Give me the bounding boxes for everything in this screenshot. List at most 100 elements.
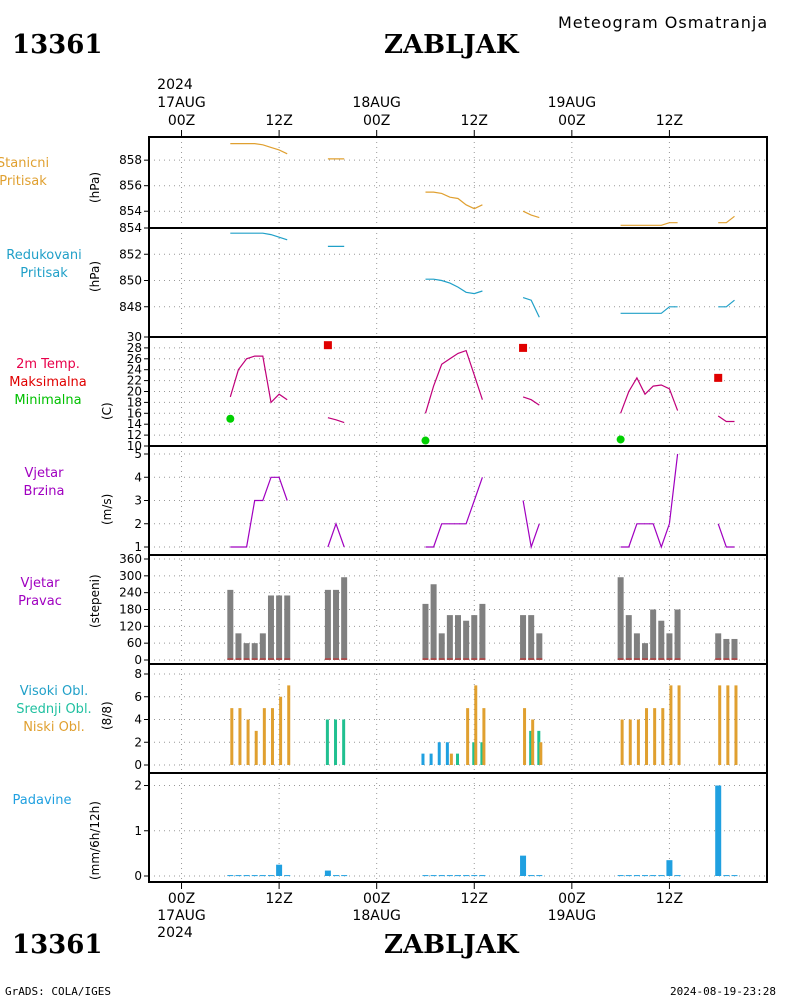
panel7-label: Padavine	[0, 792, 92, 810]
panel6-series-2-bar-9	[466, 708, 470, 765]
panel6-series-2-bar-20	[661, 708, 665, 765]
panel1-series-2	[425, 191, 483, 210]
panel5-bar-21	[536, 633, 543, 660]
panel3-max-marker-2	[714, 373, 723, 382]
panel7-bar-23	[625, 875, 632, 877]
panel3-ytick-label-5: 20	[127, 385, 142, 399]
top-hour-label-3: 12Z	[460, 113, 488, 129]
panel6-series-0-bar-2	[437, 742, 441, 765]
panel6-series-0-bar-0	[421, 753, 425, 765]
panel5-bar-17	[471, 615, 478, 660]
panel7-bar-25	[642, 875, 649, 877]
panel4-series-0	[230, 476, 288, 548]
panel7-bar-20	[528, 875, 535, 877]
station-name: ZABLJAK	[384, 30, 519, 60]
panel3-label-line3: Minimalna	[14, 393, 82, 408]
panel5-bar-20	[528, 615, 535, 660]
panel2-ytick-label-2: 852	[119, 247, 142, 261]
panel3-series-5	[717, 415, 735, 423]
panel5-bar-24	[633, 633, 640, 660]
panel6-series-2-bar-14	[539, 742, 543, 765]
footer-timestamp: 2024-08-19-23:28	[670, 985, 776, 998]
panel4-ytick-label-1: 2	[134, 517, 142, 531]
panel2-ytick-label-0: 848	[119, 300, 142, 314]
panel3-ytick-label-4: 18	[127, 395, 142, 409]
panel7-bar-27	[658, 875, 665, 877]
panel6-series-1-bar-1	[334, 719, 338, 765]
bottom-hour-label-5: 12Z	[655, 891, 684, 907]
top-hour-label-4: 00Z	[558, 113, 586, 129]
panel7-bar-31	[723, 875, 730, 877]
panel6-ytick-label-2: 4	[134, 713, 142, 727]
panel7-bar-19	[520, 855, 527, 876]
panel5-bar-13	[438, 633, 445, 660]
panel6-series-2-bar-8	[449, 753, 453, 765]
panel6-series-2-bar-19	[653, 708, 657, 765]
station-name-bottom: ZABLJAK	[384, 930, 519, 960]
panel1-frame	[148, 136, 768, 229]
panel7-bar-24	[633, 875, 640, 877]
bottom-hour-label-2: 00Z	[362, 891, 391, 907]
panel5-bar-14	[446, 615, 453, 660]
panel6-label-line3: Niski Obl.	[23, 720, 85, 735]
bottom-date-label-4: 19AUG	[547, 908, 597, 924]
panel7-label-line1: Padavine	[12, 793, 72, 808]
panel5-label: Vjetar Pravac	[0, 575, 90, 611]
panel6-ytick-label-4: 8	[134, 667, 142, 681]
panel3-ytick-label-1: 12	[127, 428, 142, 442]
panel5-ytick-label-5: 300	[119, 569, 142, 583]
panel3-min-marker-2	[616, 435, 625, 444]
panel7-bar-1	[235, 875, 242, 877]
panel1-ytick-label-1: 856	[119, 179, 142, 193]
panel6-series-2-bar-13	[531, 719, 535, 765]
panel7-bar-16	[463, 875, 470, 877]
panel5-label-line1: Vjetar	[20, 576, 60, 591]
panel3-ytick-label-9: 28	[127, 341, 142, 355]
panel4-label-line1: Vjetar	[24, 466, 64, 481]
panel5-ytick-label-2: 120	[119, 619, 142, 633]
bottom-date-label-2: 18AUG	[352, 908, 401, 924]
panel1-label-line2: Pritisak	[0, 174, 47, 189]
panel7-frame	[148, 772, 768, 883]
panel2-label: Redukovani Pritisak	[0, 247, 94, 283]
panel2-ytick-label-1: 850	[119, 274, 142, 288]
panel7-bar-29	[674, 875, 681, 877]
panel6-series-0-bar-1	[429, 753, 433, 765]
panel3-ytick-label-7: 24	[127, 363, 142, 377]
panel6-series-1-bar-3	[456, 753, 459, 765]
bottom-hour-label-4: 00Z	[558, 891, 586, 907]
panel5-ytick-label-0: 0	[134, 653, 142, 667]
top-date-label-2: 18AUG	[352, 95, 401, 111]
panel7-bar-4	[259, 875, 266, 877]
top-hour-label-2: 00Z	[362, 113, 391, 129]
panel1-ytick-label-0: 854	[119, 204, 142, 218]
panel5-bar-12	[430, 584, 437, 660]
panel4-series-3	[522, 500, 540, 550]
panel4-series-2	[425, 477, 483, 548]
panel5-bar-29	[674, 609, 681, 660]
panel3-ytick-label-3: 16	[127, 406, 142, 420]
panel4-ytick-label-4: 5	[134, 447, 142, 461]
top-date-label-4: 19AUG	[547, 95, 597, 111]
panel4-label-line2: Brzina	[23, 484, 65, 499]
panel5-bar-28	[666, 633, 673, 660]
panel2-frame	[148, 227, 768, 338]
panel5-bar-15	[455, 615, 461, 660]
panel5-bar-10	[341, 577, 348, 660]
panel5-bar-23	[625, 615, 632, 660]
panel5-bar-3	[251, 643, 258, 660]
panel3-series-0	[229, 355, 288, 404]
top-hour-label-5: 12Z	[655, 113, 684, 129]
panel6-series-2-bar-0	[230, 708, 234, 765]
panel3-label-line1: 2m Temp.	[16, 357, 80, 372]
panel6-series-0-bar-3	[445, 742, 449, 765]
panel5-bar-25	[642, 643, 649, 660]
top-hour-label-1: 12Z	[265, 113, 293, 129]
panel1-series-3	[522, 210, 540, 219]
panel2-series-4	[620, 306, 678, 314]
panel4-series-1	[327, 521, 345, 548]
panel7-bar-22	[617, 875, 624, 877]
panel6-series-2-bar-2	[246, 719, 250, 765]
panel4-ytick-label-0: 1	[134, 540, 142, 554]
panel6-series-1-bar-0	[325, 719, 329, 765]
